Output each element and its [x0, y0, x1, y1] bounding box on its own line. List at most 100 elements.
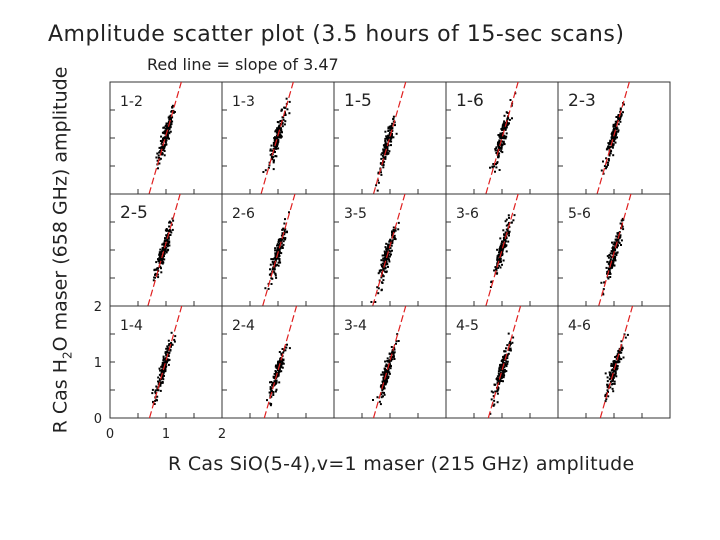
- scatter-point: [278, 128, 281, 130]
- scatter-point: [166, 126, 169, 129]
- scatter-point: [390, 128, 393, 131]
- scatter-point: [606, 164, 609, 166]
- scatter-point: [283, 237, 286, 240]
- scatter-point: [165, 137, 168, 140]
- scatter-point: [613, 362, 616, 365]
- scatter-point: [606, 376, 609, 379]
- scatter-point: [499, 259, 501, 262]
- scatter-point: [286, 231, 288, 234]
- scatter-point: [162, 253, 165, 256]
- scatter-point: [391, 234, 393, 237]
- scatter-point: [392, 136, 395, 139]
- scatter-point: [282, 240, 285, 243]
- scatter-point: [391, 356, 394, 359]
- scatter-point: [274, 379, 277, 382]
- scatter-point: [382, 373, 385, 376]
- scatter-point: [504, 234, 507, 237]
- scatter-point: [159, 389, 162, 392]
- scatter-point: [500, 375, 503, 378]
- scatter-point: [397, 340, 400, 342]
- scatter-point: [608, 146, 611, 149]
- scatter-point: [607, 145, 610, 148]
- scatter-point: [163, 358, 166, 361]
- scatter-point: [157, 276, 160, 279]
- scatter-point: [286, 108, 289, 111]
- scatter-point: [613, 380, 616, 383]
- scatter-point: [167, 344, 170, 347]
- scatter-point: [501, 124, 504, 127]
- scatter-point: [490, 281, 493, 284]
- scatter-point: [389, 136, 392, 139]
- scatter-point: [275, 129, 278, 132]
- scatter-point: [495, 152, 498, 154]
- scatter-point: [498, 139, 501, 142]
- scatter-point: [272, 270, 275, 273]
- scatter-point: [163, 258, 166, 261]
- scatter-point: [165, 356, 168, 359]
- scatter-point: [271, 268, 274, 271]
- scatter-point: [165, 124, 168, 127]
- scatter-point: [171, 110, 174, 112]
- scatter-point: [166, 249, 169, 252]
- scatter-point: [503, 354, 506, 357]
- scatter-point: [620, 112, 623, 115]
- scatter-point: [377, 272, 380, 275]
- scatter-point: [607, 267, 610, 270]
- scatter-point: [159, 140, 162, 142]
- scatter-point: [612, 257, 615, 260]
- scatter-point: [152, 279, 155, 282]
- scatter-point: [284, 349, 287, 352]
- scatter-point: [280, 134, 282, 137]
- scatter-point: [495, 166, 498, 169]
- scatter-point: [387, 368, 390, 371]
- scatter-point: [271, 382, 274, 385]
- scatter-point: [384, 382, 387, 385]
- scatter-point: [503, 239, 506, 242]
- scatter-point: [283, 114, 286, 116]
- scatter-point: [383, 250, 386, 253]
- scatter-point: [505, 360, 508, 363]
- scatter-point: [152, 400, 154, 403]
- scatter-point: [161, 243, 164, 246]
- scatter-point: [282, 236, 285, 239]
- scatter-point: [274, 381, 276, 383]
- scatter-point: [617, 238, 620, 241]
- scatter-point: [170, 123, 173, 126]
- scatter-point: [160, 271, 163, 274]
- scatter-point: [600, 281, 603, 284]
- scatter-point: [391, 349, 394, 352]
- scatter-point: [162, 359, 165, 362]
- scatter-point: [609, 252, 612, 255]
- scatter-point: [390, 359, 393, 362]
- scatter-point: [158, 146, 161, 149]
- scatter-point: [388, 150, 391, 153]
- scatter-point: [500, 242, 503, 245]
- panel-label: 1-4: [120, 318, 143, 334]
- scatter-point: [384, 270, 387, 273]
- chart-subtitle: Red line = slope of 3.47: [147, 55, 339, 74]
- scatter-point: [386, 360, 389, 363]
- scatter-point: [168, 221, 171, 224]
- scatter-point: [271, 384, 274, 387]
- scatter-point: [397, 221, 400, 224]
- scatter-point: [274, 374, 277, 377]
- scatter-point: [386, 357, 389, 360]
- scatter-point: [151, 388, 154, 391]
- scatter-point: [380, 288, 383, 291]
- scatter-point: [380, 384, 383, 387]
- panel-label: 2-3: [568, 91, 596, 111]
- scatter-point: [610, 138, 613, 141]
- scatter-point: [383, 368, 386, 370]
- scatter-point: [496, 379, 499, 382]
- scatter-point: [162, 137, 164, 140]
- scatter-point: [394, 124, 396, 127]
- scatter-point: [384, 130, 387, 133]
- scatter-point: [151, 392, 154, 395]
- scatter-point: [161, 248, 164, 251]
- scatter-point: [269, 386, 272, 389]
- scatter-point: [620, 349, 623, 352]
- scatter-point: [160, 369, 163, 372]
- scatter-point: [615, 368, 618, 371]
- scatter-point: [507, 352, 510, 355]
- scatter-point: [615, 132, 617, 135]
